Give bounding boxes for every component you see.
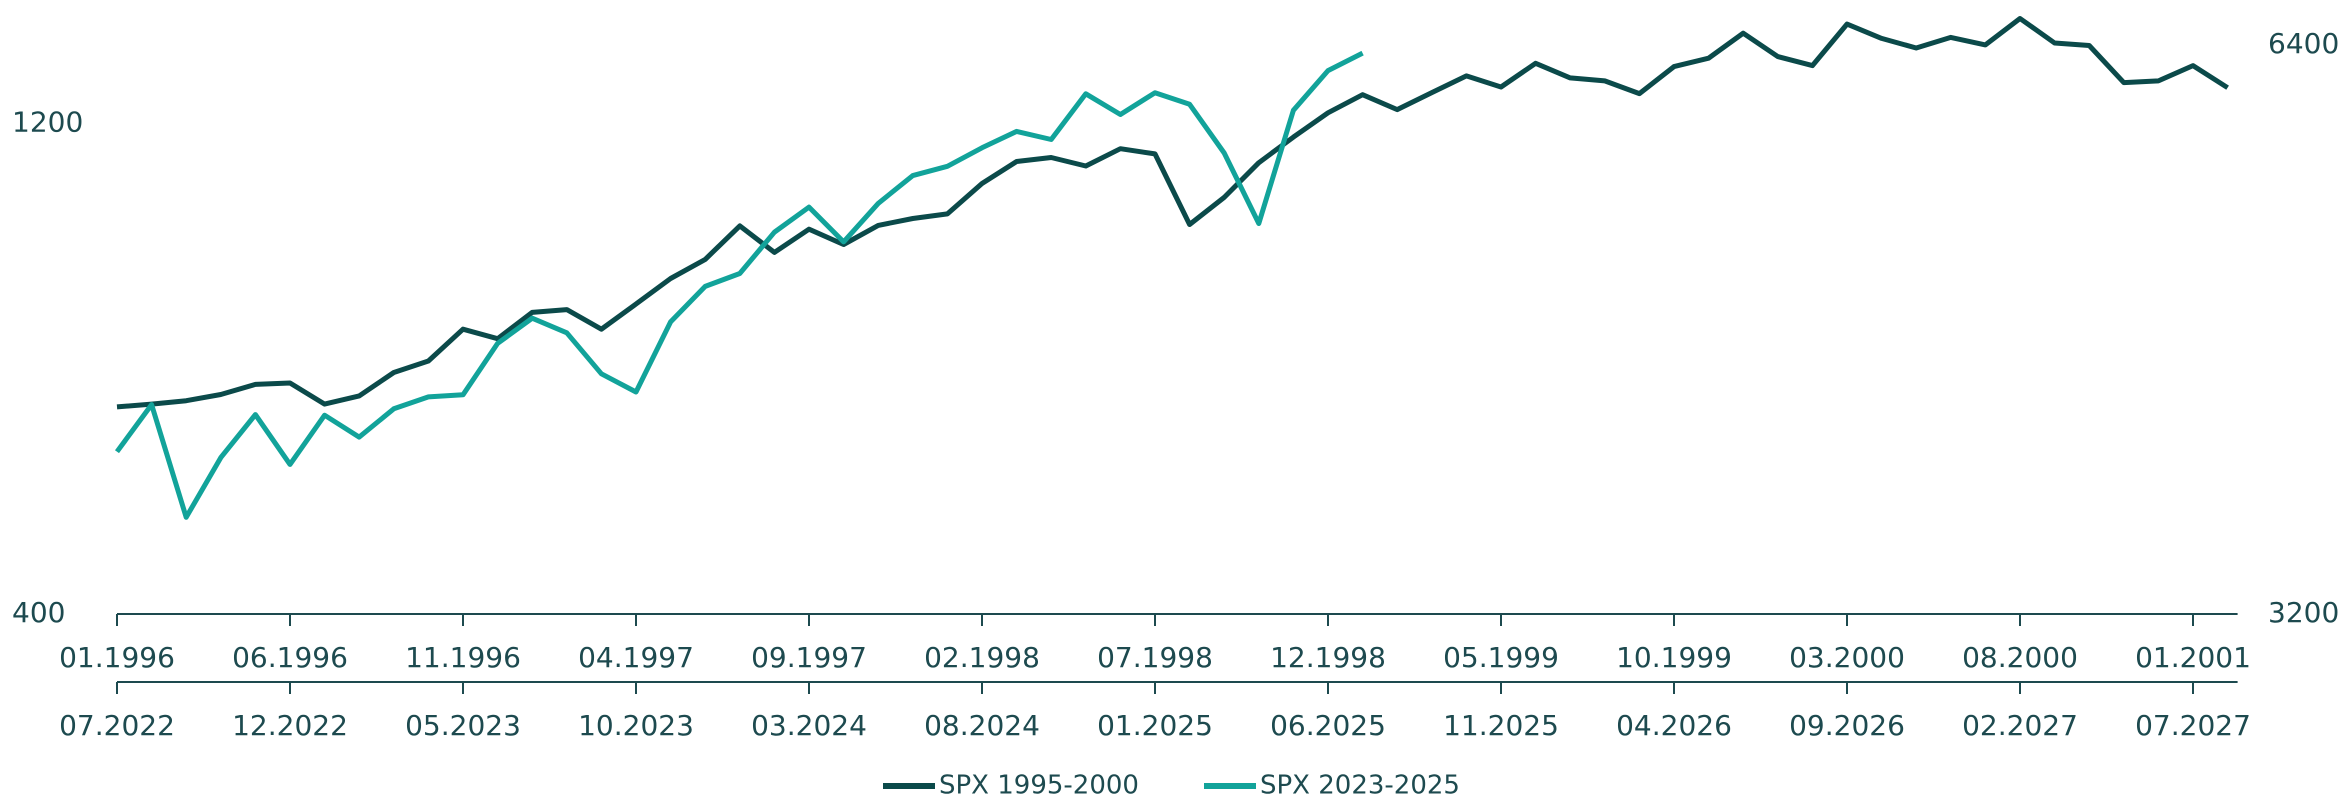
x-tick-label: 08.2000 [1962,641,2078,674]
x2-tick-label: 04.2026 [1616,709,1732,742]
x2-tick-label: 01.2025 [1097,709,1213,742]
legend-label: SPX 1995-2000 [939,771,1139,798]
x-tick-label: 06.1996 [232,641,348,674]
x-tick-label: 01.2001 [2135,641,2251,674]
x-tick-label: 07.1998 [1097,641,1213,674]
series-line [116,16,2229,410]
x-tick-label: 04.1997 [578,641,694,674]
y-tick-label: 400 [12,596,65,629]
y-tick-label: 1200 [12,105,83,138]
x-tick-label: 05.1999 [1443,641,1559,674]
x-tick-label: 12.1998 [1270,641,1386,674]
legend-label: SPX 2023-2025 [1260,771,1460,798]
x2-tick-label: 07.2022 [59,709,175,742]
y2-tick-label: 3200 [2268,596,2339,629]
series-line [114,50,1364,520]
y2-tick-label: 6400 [2268,27,2339,60]
x2-tick-label: 10.2023 [578,709,694,742]
x2-tick-label: 08.2024 [924,709,1040,742]
x2-tick-label: 06.2025 [1270,709,1386,742]
x2-tick-label: 07.2027 [2135,709,2251,742]
x-tick-label: 02.1998 [924,641,1040,674]
x2-tick-label: 05.2023 [405,709,521,742]
x-tick-label: 09.1997 [751,641,867,674]
x2-tick-label: 02.2027 [1962,709,2078,742]
x-tick-label: 01.1996 [59,641,175,674]
x2-tick-label: 03.2024 [751,709,867,742]
x-tick-label: 10.1999 [1616,641,1732,674]
x2-tick-label: 11.2025 [1443,709,1559,742]
x2-tick-label: 09.2026 [1789,709,1905,742]
x-tick-label: 11.1996 [405,641,521,674]
x2-tick-label: 12.2022 [232,709,348,742]
x-tick-label: 03.2000 [1789,641,1905,674]
